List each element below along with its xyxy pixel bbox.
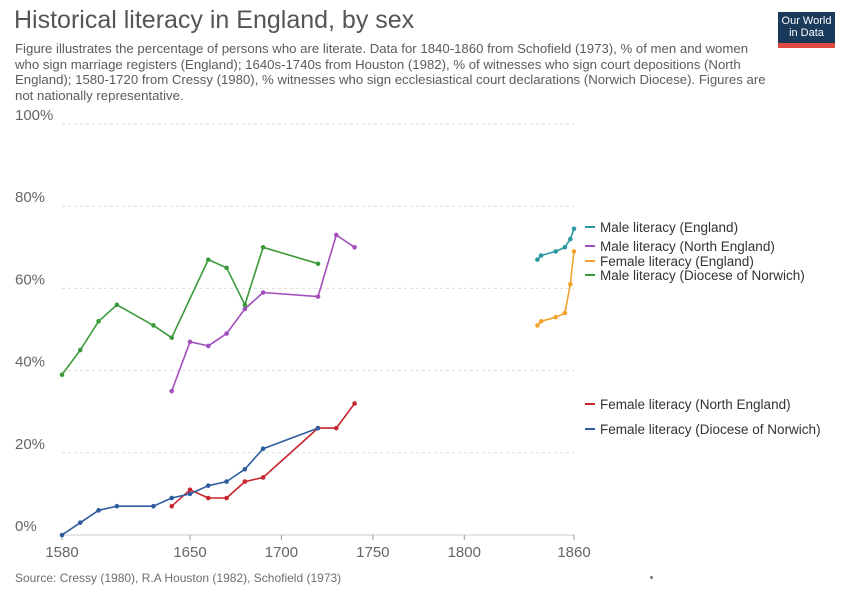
data-point — [114, 503, 120, 509]
y-tick-label: 20% — [15, 436, 45, 453]
data-point — [59, 372, 65, 378]
series-line — [61, 246, 319, 376]
data-point — [260, 245, 266, 250]
source-note[interactable]: Source: Cressy (1980), R.A Houston (1982… — [15, 571, 342, 585]
data-point — [333, 232, 339, 238]
data-point — [562, 310, 568, 316]
data-point — [315, 294, 321, 299]
chart-title: Historical literacy in England, by sex — [14, 6, 415, 34]
data-point — [77, 520, 83, 525]
data-point — [562, 245, 568, 250]
x-tick-label: 1800 — [448, 544, 481, 561]
y-tick-label: 80% — [15, 189, 45, 206]
data-point — [205, 483, 211, 488]
x-tick-label: 1700 — [265, 544, 298, 561]
data-point — [260, 475, 266, 480]
legend-item: Male literacy (England) — [600, 220, 738, 235]
data-point — [242, 302, 248, 308]
data-point — [151, 323, 156, 328]
data-point — [169, 335, 175, 341]
data-point — [205, 495, 211, 501]
data-point — [538, 318, 544, 324]
data-point — [187, 491, 193, 497]
data-point — [568, 281, 573, 287]
data-point — [242, 466, 248, 472]
x-tick-label: 1860 — [557, 544, 590, 561]
data-point — [96, 508, 101, 513]
series-line — [171, 403, 356, 507]
data-point — [59, 532, 65, 538]
data-point — [568, 236, 573, 242]
logo-line-1: Our World — [781, 15, 832, 27]
data-point — [553, 314, 559, 320]
data-point — [187, 487, 193, 493]
data-point — [553, 249, 559, 254]
data-point — [96, 318, 101, 324]
data-point — [333, 425, 339, 431]
data-point — [538, 253, 544, 258]
x-tick-label: 1750 — [356, 544, 389, 561]
data-point — [315, 425, 321, 431]
y-tick-label: 40% — [15, 354, 45, 371]
data-point — [151, 503, 156, 509]
y-tick-label: 60% — [15, 271, 45, 288]
data-point — [260, 446, 266, 451]
data-point — [571, 249, 577, 254]
data-point — [224, 331, 229, 336]
data-point — [535, 323, 540, 328]
data-point — [260, 290, 266, 295]
data-point — [77, 347, 83, 353]
data-point — [169, 495, 175, 501]
data-point — [169, 503, 175, 509]
data-point — [169, 388, 175, 394]
owid-logo[interactable]: Our World in Data — [778, 12, 835, 48]
logo-line-2: in Data — [789, 27, 824, 39]
data-point — [224, 479, 229, 484]
data-point — [352, 245, 357, 250]
chart-subtitle: Figure illustrates the percentage of per… — [15, 41, 766, 103]
footer-dot — [650, 576, 653, 579]
data-point — [242, 479, 248, 484]
series-line — [61, 427, 319, 536]
data-point — [114, 302, 120, 308]
legend-item: Female literacy (Diocese of Norwich) — [600, 422, 821, 437]
legend-item: Female literacy (North England) — [600, 397, 791, 412]
data-point — [205, 343, 211, 349]
data-point — [571, 226, 577, 232]
data-point — [224, 265, 229, 271]
data-point — [224, 495, 229, 501]
y-tick-label: 100% — [15, 107, 53, 124]
data-point — [535, 257, 540, 262]
data-point — [315, 261, 321, 267]
x-tick-label: 1650 — [173, 544, 206, 561]
data-point — [352, 401, 357, 406]
data-point — [205, 257, 211, 262]
data-point — [242, 306, 248, 312]
data-point — [187, 339, 193, 345]
legend-item: Female literacy (England) — [600, 254, 754, 269]
legend-item: Male literacy (North England) — [600, 239, 775, 254]
series-line — [170, 234, 356, 392]
x-tick-label: 1580 — [45, 544, 78, 561]
y-tick-label: 0% — [15, 518, 37, 535]
legend-item: Male literacy (Diocese of Norwich) — [600, 268, 805, 283]
